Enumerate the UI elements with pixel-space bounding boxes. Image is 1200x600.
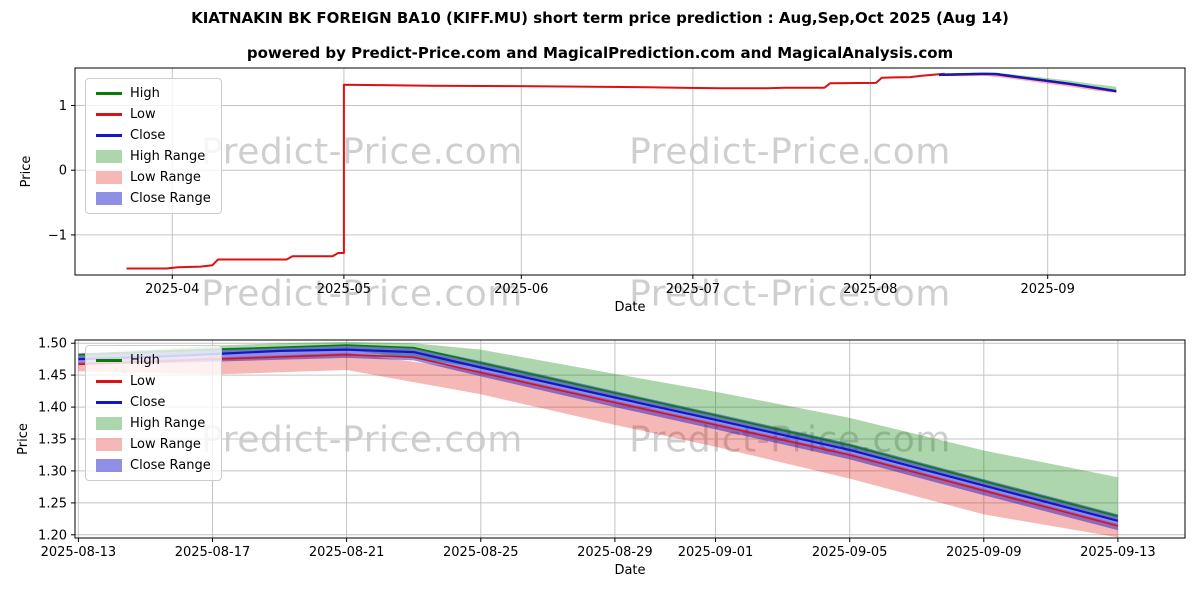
high-range-band — [78, 341, 1118, 520]
close-range-swatch — [96, 459, 122, 472]
legend-label: Close Range — [130, 191, 211, 206]
legend-item-close: Close — [96, 128, 211, 143]
page-title: KIATNAKIN BK FOREIGN BA10 (KIFF.MU) shor… — [191, 9, 1009, 27]
close-swatch — [96, 401, 122, 404]
legend-item-close-range: Close Range — [96, 458, 211, 473]
x-tick-label: 2025-07 — [666, 282, 720, 297]
legend-item-low-range: Low Range — [96, 170, 211, 185]
y-axis-title: Price — [16, 423, 31, 455]
x-tick-label: 2025-09-13 — [1080, 545, 1156, 560]
x-tick-label: 2025-08-13 — [41, 545, 117, 560]
legend-label: High — [130, 353, 160, 368]
close-swatch — [96, 134, 122, 137]
close-forecast-line — [938, 72, 1117, 93]
high-range-swatch — [96, 417, 122, 430]
x-tick-label: 2025-09-09 — [946, 545, 1022, 560]
legend-label: High Range — [130, 149, 206, 164]
x-tick-label: 2025-06 — [494, 282, 548, 297]
legend-item-high: High — [96, 353, 211, 368]
low-swatch — [96, 113, 122, 116]
y-axis-title: Price — [19, 156, 34, 188]
legend-label: Low — [130, 107, 156, 122]
low-history-line — [126, 72, 945, 270]
low-range-swatch — [96, 438, 122, 451]
high-range-swatch — [96, 150, 122, 163]
y-tick-label: 1.40 — [38, 401, 67, 416]
powered-by-subtitle: powered by Predict-Price.com and Magical… — [246, 44, 954, 62]
low-range-swatch — [96, 171, 122, 184]
legend-label: Low Range — [130, 437, 201, 452]
low-line — [78, 353, 1119, 527]
legend-label: Close — [130, 395, 166, 410]
chart-history: 2025-04 2025-05 2025-06 2025-07 2025-08 2025-… — [19, 67, 1186, 315]
y-tick-label: 1.35 — [38, 433, 67, 448]
x-axis-title: Date — [614, 300, 645, 315]
y-tick-label: 1.20 — [38, 528, 67, 543]
legend-label: Low — [130, 374, 156, 389]
x-tick-label: 2025-09 — [1021, 282, 1075, 297]
y-tick-label: 0 — [59, 164, 67, 179]
x-tick-label: 2025-08 — [843, 282, 897, 297]
high-range-band — [939, 73, 1117, 91]
legend-history: High Low Close High Range Low Range Close Ran… — [85, 78, 222, 214]
x-tick-label: 2025-05 — [317, 282, 371, 297]
high-swatch — [96, 359, 122, 362]
legend-item-close-range: Close Range — [96, 191, 211, 206]
x-tick-label: 2025-04 — [145, 282, 199, 297]
legend-item-high-range: High Range — [96, 149, 211, 164]
x-tick-label: 2025-09-05 — [812, 545, 888, 560]
y-tick-label: 1.30 — [38, 464, 67, 479]
legend-label: Close Range — [130, 458, 211, 473]
plot-border — [74, 67, 1186, 276]
legend-forecast: High Low Close High Range Low Range Close Ran… — [85, 345, 222, 481]
y-tick-label: 1.25 — [38, 496, 67, 511]
legend-label: Close — [130, 128, 166, 143]
legend-item-high: High — [96, 86, 211, 101]
legend-label: High — [130, 86, 160, 101]
x-tick-label: 2025-08-21 — [309, 545, 385, 560]
x-axis-title: Date — [614, 563, 645, 578]
high-swatch — [96, 92, 122, 95]
legend-item-low: Low — [96, 374, 211, 389]
legend-item-close: Close — [96, 395, 211, 410]
x-tick-label: 2025-08-25 — [443, 545, 519, 560]
low-range-band — [939, 74, 1117, 93]
x-tick-label: 2025-08-17 — [175, 545, 251, 560]
close-range-swatch — [96, 192, 122, 205]
legend-label: Low Range — [130, 170, 201, 185]
high-line — [78, 344, 1119, 518]
y-tick-label: 1.50 — [38, 337, 67, 352]
legend-item-high-range: High Range — [96, 416, 211, 431]
y-tick-label: 1.45 — [38, 369, 67, 384]
low-swatch — [96, 380, 122, 383]
legend-label: High Range — [130, 416, 206, 431]
legend-item-low: Low — [96, 107, 211, 122]
x-tick-label: 2025-09-01 — [678, 545, 754, 560]
y-tick-label: 1 — [59, 99, 67, 114]
y-tick-label: −1 — [48, 228, 67, 243]
legend-item-low-range: Low Range — [96, 437, 211, 452]
x-tick-label: 2025-08-29 — [577, 545, 653, 560]
